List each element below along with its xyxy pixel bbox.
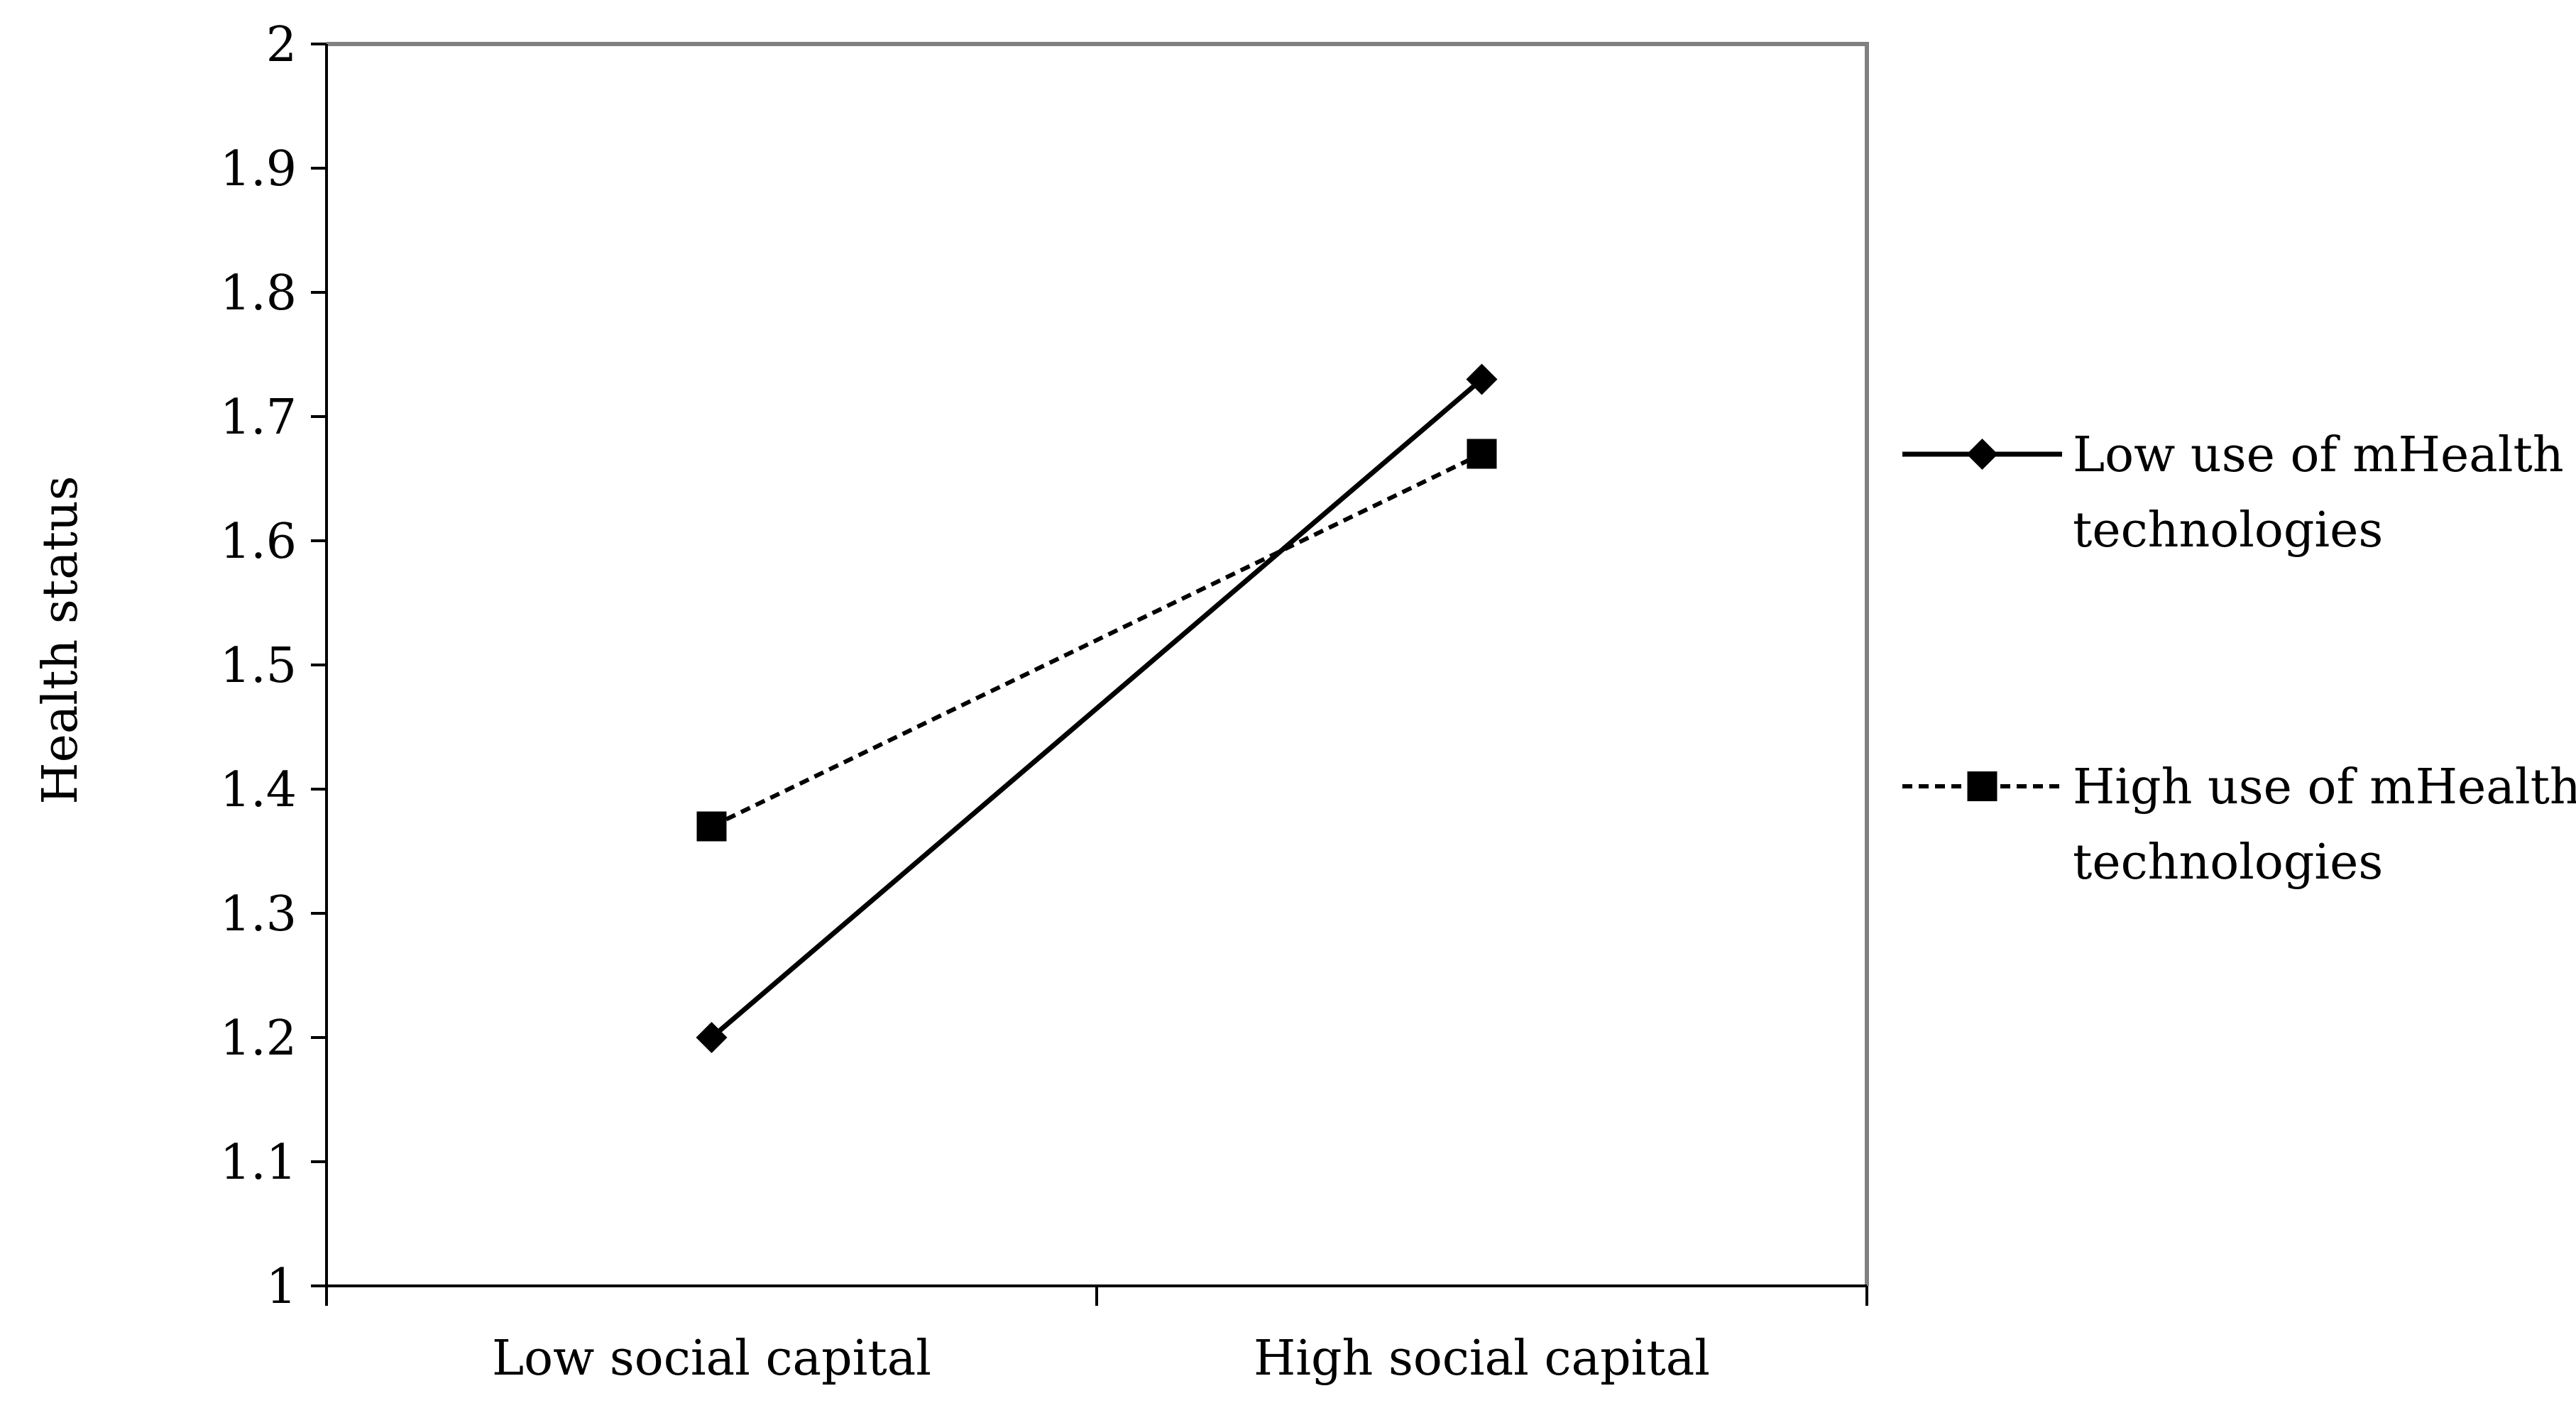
legend-label: technologies xyxy=(2073,835,2383,891)
legend-entry: Low use of mHealth technologies xyxy=(1902,427,2564,559)
y-tick-label: 1.3 xyxy=(220,886,297,942)
legend-entry: High use of mHealth technologies xyxy=(1902,759,2576,891)
y-tick-label: 1 xyxy=(266,1259,297,1315)
legend-label: Low use of mHealth xyxy=(2073,427,2564,483)
y-axis-title: Health status xyxy=(33,475,89,804)
y-tick-label: 1.9 xyxy=(220,141,297,197)
y-tick-label: 1.8 xyxy=(220,265,297,321)
data-point-marker xyxy=(696,1022,728,1053)
legend-label: High use of mHealth xyxy=(2073,759,2576,815)
legend-label: technologies xyxy=(2073,502,2383,559)
y-tick-label: 1.1 xyxy=(220,1135,297,1191)
y-tick-label: 2 xyxy=(266,17,297,73)
y-tick-label: 1.5 xyxy=(220,638,297,694)
y-tick-label: 1.7 xyxy=(220,390,297,446)
y-tick-label: 1.2 xyxy=(220,1011,297,1067)
plot-area-border xyxy=(327,42,1869,1286)
legend-marker xyxy=(1966,439,1998,470)
x-category-label: Low social capital xyxy=(492,1331,931,1387)
data-point-marker xyxy=(696,811,727,842)
x-category-label: High social capital xyxy=(1254,1331,1710,1387)
data-point-marker xyxy=(1467,439,1497,469)
series-high-use xyxy=(696,439,1497,842)
legend-marker xyxy=(1967,771,1997,801)
y-tick-label: 1.4 xyxy=(220,762,297,818)
y-tick-label: 1.6 xyxy=(220,514,297,570)
series-line xyxy=(711,451,1483,829)
series-low-use xyxy=(696,363,1498,1053)
data-point-marker xyxy=(1466,363,1498,395)
series-line xyxy=(710,377,1484,1040)
